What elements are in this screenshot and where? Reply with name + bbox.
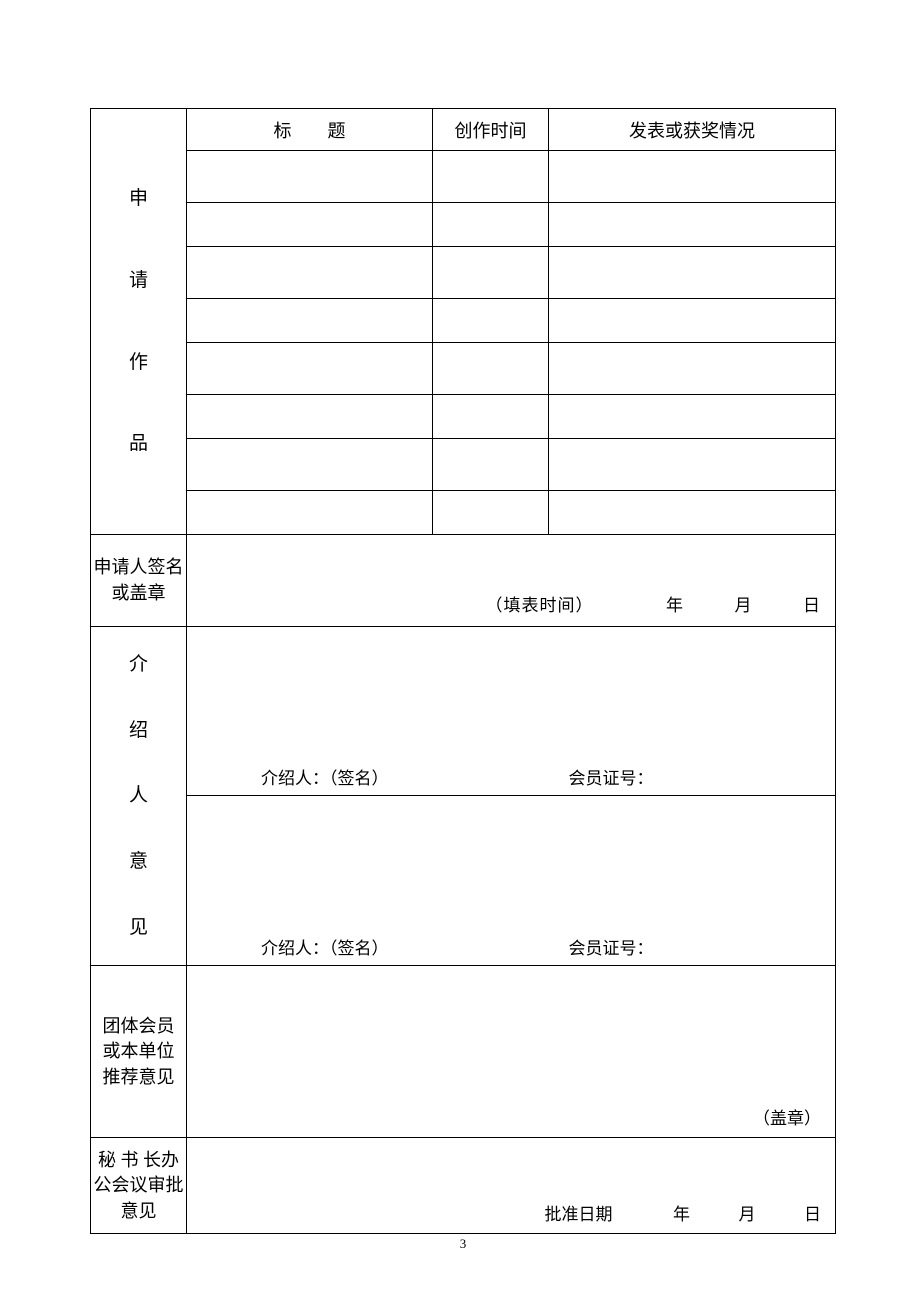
approval-date-line: 批准日期 年 月 日 bbox=[545, 1200, 822, 1225]
works-status-cell[interactable] bbox=[549, 299, 836, 343]
works-title-cell[interactable] bbox=[187, 299, 433, 343]
year-label: 年 bbox=[666, 596, 684, 615]
introducer-cell: 介绍人：（签名） 会员证号： 介绍人：（签名） 会员证号： bbox=[187, 627, 836, 966]
works-row bbox=[91, 247, 836, 299]
introducer-sign-label: 介绍人：（签名） bbox=[261, 934, 389, 959]
works-row bbox=[91, 299, 836, 343]
recommend-cell[interactable]: （盖章） bbox=[187, 966, 836, 1138]
side-char: 绍 bbox=[93, 709, 184, 753]
works-status-cell[interactable] bbox=[549, 439, 836, 491]
approval-date-label: 批准日期 bbox=[545, 1205, 613, 1224]
works-status-cell[interactable] bbox=[549, 151, 836, 203]
works-row bbox=[91, 439, 836, 491]
works-title-cell[interactable] bbox=[187, 247, 433, 299]
fill-time-label: （填表时间） bbox=[486, 596, 594, 615]
stamp-label: （盖章） bbox=[753, 1104, 821, 1129]
side-char: 申 bbox=[91, 177, 186, 221]
side-char: 意 bbox=[93, 840, 184, 884]
col-header-status: 发表或获奖情况 bbox=[549, 109, 836, 151]
works-time-cell[interactable] bbox=[433, 343, 549, 395]
works-time-cell[interactable] bbox=[433, 203, 549, 247]
works-time-cell[interactable] bbox=[433, 299, 549, 343]
works-title-cell[interactable] bbox=[187, 395, 433, 439]
introducer-entry[interactable]: 介绍人：（签名） 会员证号： bbox=[187, 627, 835, 796]
works-status-cell[interactable] bbox=[549, 343, 836, 395]
month-label: 月 bbox=[739, 1205, 756, 1224]
works-title-cell[interactable] bbox=[187, 343, 433, 395]
approval-side-label: 秘 书 长办公会议审批意见 bbox=[91, 1138, 187, 1234]
application-form-table: 申 请 作 品 标 题 创作时间 发表或获奖情况 bbox=[90, 108, 836, 1234]
col-header-time: 创作时间 bbox=[433, 109, 549, 151]
works-time-cell[interactable] bbox=[433, 491, 549, 535]
applicant-sign-cell[interactable]: （填表时间） 年 月 日 bbox=[187, 535, 836, 627]
page-number: 3 bbox=[90, 1236, 836, 1252]
introducer-entry[interactable]: 介绍人：（签名） 会员证号： bbox=[187, 796, 835, 965]
side-char: 介 bbox=[93, 643, 184, 687]
side-char: 人 bbox=[93, 774, 184, 818]
works-status-cell[interactable] bbox=[549, 247, 836, 299]
introducer-side-label: 介 绍 人 意 见 bbox=[91, 627, 187, 966]
works-row bbox=[91, 343, 836, 395]
side-char: 请 bbox=[91, 259, 186, 303]
col-header-title: 标 题 bbox=[187, 109, 433, 151]
applicant-sign-label: 申请人签名或盖章 bbox=[91, 535, 187, 627]
works-row bbox=[91, 203, 836, 247]
member-no-label: 会员证号： bbox=[569, 934, 654, 959]
works-status-cell[interactable] bbox=[549, 395, 836, 439]
works-title-cell[interactable] bbox=[187, 491, 433, 535]
fill-date-line: （填表时间） 年 月 日 bbox=[486, 591, 822, 616]
side-char: 见 bbox=[93, 906, 184, 950]
works-title-cell[interactable] bbox=[187, 439, 433, 491]
works-row bbox=[91, 151, 836, 203]
side-char: 作 bbox=[91, 341, 186, 385]
works-row bbox=[91, 395, 836, 439]
works-time-cell[interactable] bbox=[433, 151, 549, 203]
works-time-cell[interactable] bbox=[433, 395, 549, 439]
works-status-cell[interactable] bbox=[549, 491, 836, 535]
member-no-label: 会员证号： bbox=[569, 764, 654, 789]
works-title-cell[interactable] bbox=[187, 203, 433, 247]
works-title-cell[interactable] bbox=[187, 151, 433, 203]
year-label: 年 bbox=[673, 1205, 690, 1224]
works-status-cell[interactable] bbox=[549, 203, 836, 247]
works-row bbox=[91, 491, 836, 535]
form-page: 申 请 作 品 标 题 创作时间 发表或获奖情况 bbox=[0, 0, 920, 1292]
day-label: 日 bbox=[803, 596, 821, 615]
works-time-cell[interactable] bbox=[433, 439, 549, 491]
day-label: 日 bbox=[804, 1205, 821, 1224]
recommend-side-label: 团体会员或本单位推荐意见 bbox=[91, 966, 187, 1138]
works-side-label: 申 请 作 品 bbox=[91, 109, 187, 535]
side-char: 品 bbox=[91, 422, 186, 466]
works-time-cell[interactable] bbox=[433, 247, 549, 299]
approval-cell[interactable]: 批准日期 年 月 日 bbox=[187, 1138, 836, 1234]
introducer-sign-label: 介绍人：（签名） bbox=[261, 764, 389, 789]
month-label: 月 bbox=[735, 596, 753, 615]
